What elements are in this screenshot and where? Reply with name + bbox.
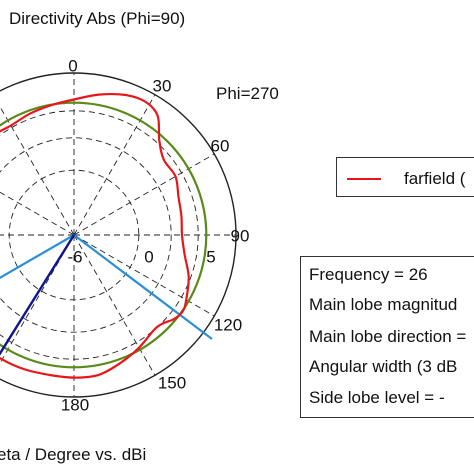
ring-3db bbox=[0, 101, 208, 369]
info-box: Frequency = 26 Main lobe magnitud Main l… bbox=[300, 256, 474, 418]
x-axis-label: eta / Degree vs. dBi bbox=[0, 445, 147, 464]
grid-spoke-150 bbox=[73, 234, 156, 376]
angle-tick-180: 180 bbox=[60, 395, 90, 415]
grid-spoke-330 bbox=[0, 105, 75, 236]
info-side-lobe-level: Side lobe level = - bbox=[309, 388, 445, 407]
grid-spoke-300 bbox=[0, 191, 75, 236]
info-main-lobe-direction: Main lobe direction = bbox=[309, 327, 467, 346]
series-farfield-line bbox=[0, 92, 190, 379]
grid-spoke-120 bbox=[73, 234, 215, 317]
legend-label: farfield ( bbox=[404, 169, 466, 188]
chart-title: Directivity Abs (Phi=90) bbox=[9, 9, 186, 28]
info-angular-width: Angular width (3 dB bbox=[309, 357, 458, 376]
radial-tick-1: 0 bbox=[144, 247, 154, 267]
angle-tick-120: 120 bbox=[213, 315, 243, 335]
grid-spoke-30 bbox=[73, 94, 156, 236]
beamwidth-marker-1 bbox=[73, 234, 213, 340]
grid-spoke-240 bbox=[0, 234, 75, 279]
radial-tick-2: 5 bbox=[206, 247, 216, 267]
angle-tick-150: 150 bbox=[157, 373, 187, 393]
beamwidth-marker-0 bbox=[0, 234, 75, 279]
angle-tick-90: 90 bbox=[230, 226, 250, 246]
grid-ring-1 bbox=[0, 137, 172, 333]
legend-swatch bbox=[347, 178, 381, 180]
info-frequency: Frequency = 26 bbox=[309, 265, 428, 284]
radial-tick-0: -6 bbox=[67, 247, 83, 267]
phi-270-label: Phi=270 bbox=[216, 84, 279, 103]
main-lobe-marker bbox=[0, 234, 76, 356]
legend: farfield ( bbox=[336, 157, 474, 197]
angle-tick-60: 60 bbox=[210, 136, 230, 156]
angle-tick-30: 30 bbox=[152, 76, 172, 96]
grid-spoke-210 bbox=[0, 234, 75, 365]
angle-tick-0: 0 bbox=[68, 56, 78, 76]
info-main-lobe-magnitude: Main lobe magnitud bbox=[309, 295, 458, 314]
grid-spoke-60 bbox=[73, 153, 215, 236]
